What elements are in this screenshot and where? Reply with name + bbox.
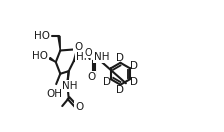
Text: D: D [130, 77, 138, 87]
Text: O: O [87, 72, 96, 82]
Text: D: D [130, 61, 138, 71]
Text: NH: NH [62, 81, 77, 91]
Polygon shape [58, 36, 60, 51]
Text: OH: OH [47, 89, 62, 99]
Text: O: O [75, 102, 83, 112]
Text: D: D [103, 77, 111, 87]
Text: HO: HO [34, 31, 50, 41]
Text: D: D [116, 53, 124, 63]
Text: NH: NH [94, 52, 110, 62]
Text: O: O [84, 48, 92, 58]
Text: HO: HO [32, 51, 48, 61]
Text: D: D [116, 85, 124, 95]
Text: O: O [74, 42, 82, 52]
Polygon shape [49, 57, 56, 62]
Text: HN: HN [76, 52, 92, 62]
